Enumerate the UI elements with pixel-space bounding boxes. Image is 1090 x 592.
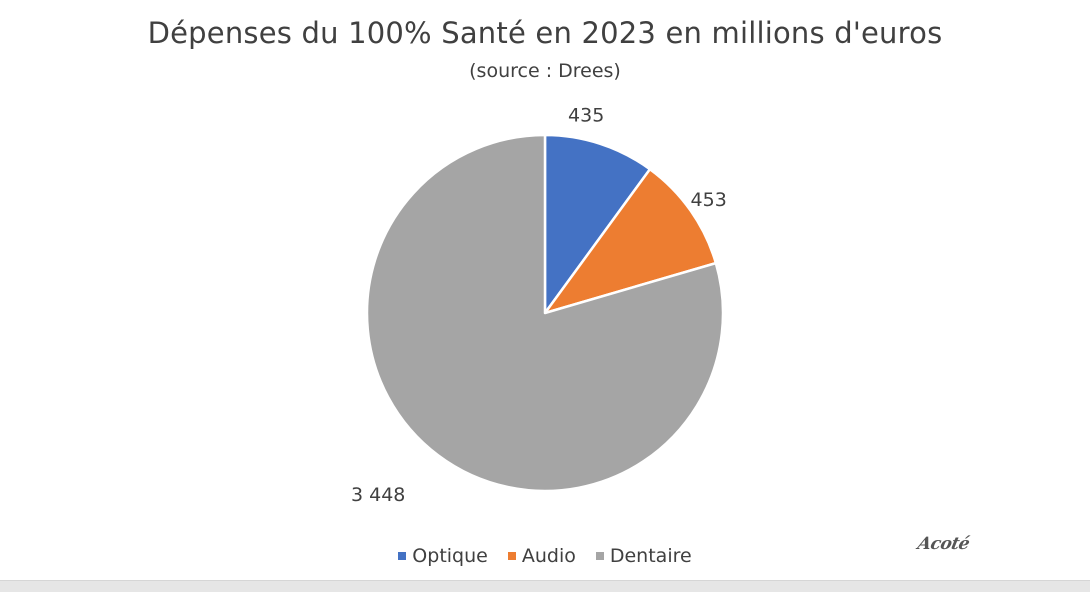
legend-swatch-dentaire: [595, 552, 604, 560]
chart-legend: Optique Audio Dentaire: [0, 545, 1090, 567]
pie-slice-optique: [543, 133, 652, 315]
data-label-optique: 435: [568, 104, 604, 126]
legend-swatch-optique: [398, 552, 407, 560]
legend-item-dentaire: Dentaire: [595, 545, 692, 567]
data-label-audio: 453: [691, 189, 727, 211]
legend-swatch-audio: [507, 552, 516, 560]
chart-subtitle: (source : Drees): [469, 60, 621, 82]
legend-item-optique: Optique: [398, 545, 488, 567]
chart-title: Dépenses du 100% Santé en 2023 en millio…: [147, 16, 943, 50]
data-label-dentaire: 3 448: [351, 484, 405, 506]
bottom-scrollbar[interactable]: [0, 580, 1090, 592]
legend-label-audio: Audio: [521, 545, 576, 567]
pie-slice-audio: [543, 167, 718, 315]
pie-slice-dentaire: [365, 133, 725, 493]
legend-item-audio: Audio: [507, 545, 576, 567]
brand-logo: Acoté: [915, 534, 972, 554]
legend-label-dentaire: Dentaire: [609, 545, 692, 567]
legend-label-optique: Optique: [412, 545, 488, 567]
